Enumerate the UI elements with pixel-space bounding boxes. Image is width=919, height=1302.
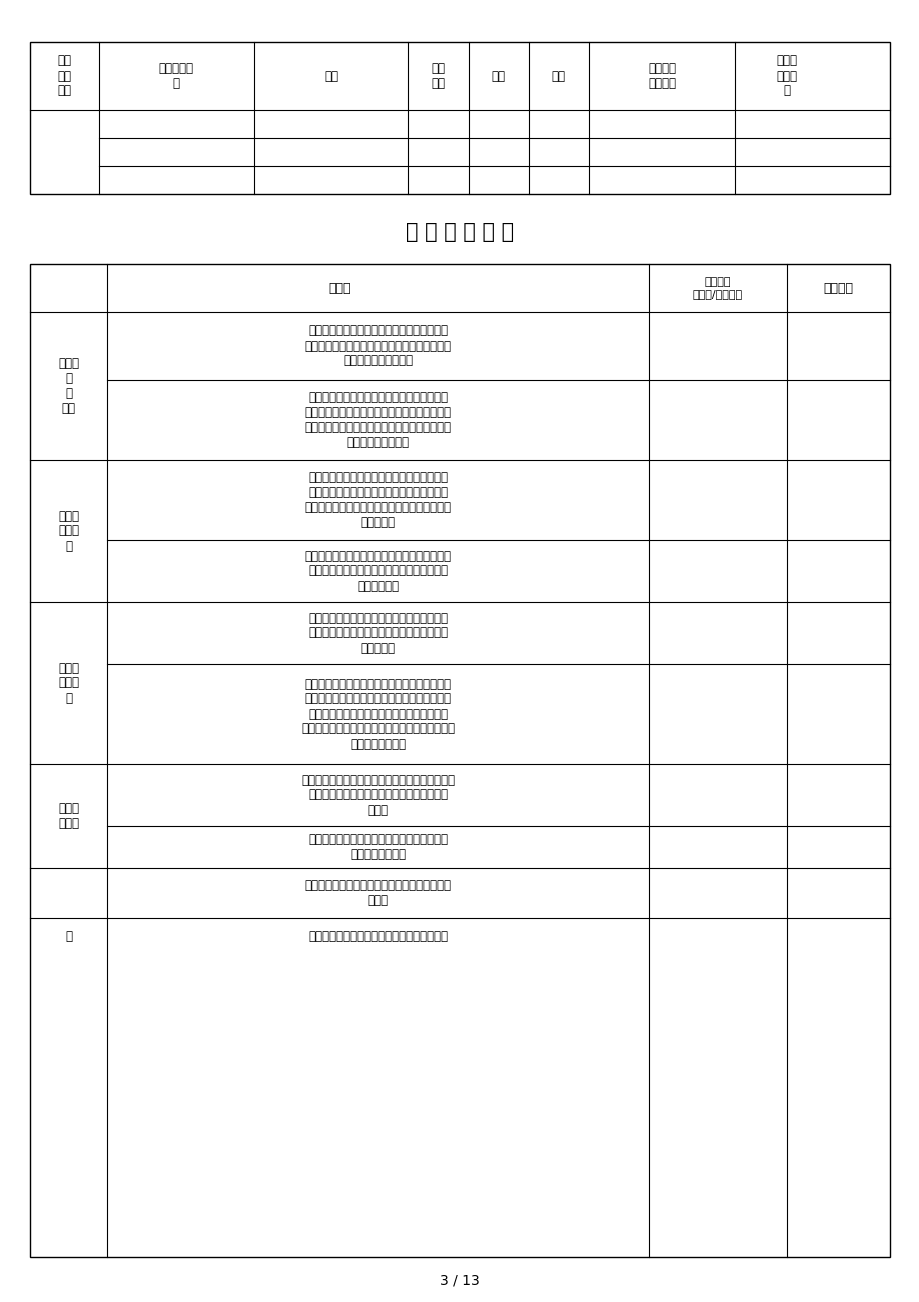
Text: 是否选用合格的消防产品和满足防火性能要求: 是否选用合格的消防产品和满足防火性能要求 xyxy=(308,931,448,944)
Text: 结构: 结构 xyxy=(323,69,337,82)
Text: 是否依法中请建设工程消防设计审核、消防验收，
依法办理消防设计和竣工验收备案手续并接受
抽查：: 是否依法中请建设工程消防设计审核、消防验收， 依法办理消防设计和竣工验收备案手续… xyxy=(301,773,455,816)
Text: 监理单
位验收
容: 监理单 位验收 容 xyxy=(58,661,79,704)
Text: 容: 容 xyxy=(65,931,72,944)
Text: 存在问题: 存在问题 xyxy=(823,281,853,294)
Text: 建筑面积
（储量）: 建筑面积 （储量） xyxy=(647,62,675,90)
Text: 施工单
位验收
容: 施工单 位验收 容 xyxy=(58,509,79,552)
Text: 高度: 高度 xyxy=(491,69,505,82)
Text: 耗火
等级: 耗火 等级 xyxy=(431,62,445,90)
Text: 在消防产品和有防火性能要求的建筑构件、建筑
材料、室装修装饰材料施工、安装前，是否核查
产品质量证明文件并明确搞换不合格的消防产
品和防火性能不符合要求的构筑构: 在消防产品和有防火性能要求的建筑构件、建筑 材料、室装修装饰材料施工、安装前，是… xyxy=(301,677,455,750)
Bar xyxy=(30,42,889,194)
Text: 在设计中是否选用消防产品和有防火性能要求
的建筑构件、建筑材料、室装修装饰材料，是否
注明规格、性能等技术指标，其质量要否符合国
家标准或者行业标准: 在设计中是否选用消防产品和有防火性能要求 的建筑构件、建筑材料、室装修装饰材料，… xyxy=(304,391,451,449)
Text: 是否按照国家工程建设消防技术标准和经消防
设计审核合格或者备案的消防设计文件实施施
工程监理：: 是否按照国家工程建设消防技术标准和经消防 设计审核合格或者备案的消防设计文件实施… xyxy=(308,612,448,655)
Text: 工程项目名
称: 工程项目名 称 xyxy=(158,62,194,90)
Bar xyxy=(30,264,889,1256)
Text: 层数: 层数 xyxy=(551,69,565,82)
Text: 建设单
位验收: 建设单 位验收 xyxy=(58,802,79,829)
Text: 竣 工 验 收 情 况: 竣 工 验 收 情 况 xyxy=(405,223,514,242)
Text: 3 / 13: 3 / 13 xyxy=(439,1273,480,1286)
Text: 工程
基本
情况: 工程 基本 情况 xyxy=(57,55,72,98)
Text: 是否实行工程监理的建设工程并将消防施工质
量一并委托监理：: 是否实行工程监理的建设工程并将消防施工质 量一并委托监理： xyxy=(308,833,448,861)
Text: 工程是否按照消防法规和国家工程建设消防技
术标准进行消防设计，是否违反国家工程建设消
防技术标准强制性要求: 工程是否按照消防法规和国家工程建设消防技 术标准进行消防设计，是否违反国家工程建… xyxy=(304,324,451,367)
Text: 消防产品和有防火性能要求的建筑构件、建筑材
料与室装修装饰材料的质量是否符合相关规定
或检测报告：: 消防产品和有防火性能要求的建筑构件、建筑材 料与室装修装饰材料的质量是否符合相关… xyxy=(304,549,451,592)
Text: 设计单
位
验
收容: 设计单 位 验 收容 xyxy=(58,357,79,415)
Text: 是否选用具有国家规定资质等级的消防设计、施
工单位: 是否选用具有国家规定资质等级的消防设计、施 工单位 xyxy=(304,879,451,907)
Text: 验收结论
（合格/不合格）: 验收结论 （合格/不合格） xyxy=(692,277,743,298)
Text: 火灾危
险性类
别: 火灾危 险性类 别 xyxy=(776,55,797,98)
Text: 验收容: 验收容 xyxy=(328,281,350,294)
Text: 是否按照国家工程建设消防技术标准和经消防
设计审核合格或者备案的消防设计文件组织施
工，是否擅自改变消防设计进行施工，降低消防
施工质量：: 是否按照国家工程建设消防技术标准和经消防 设计审核合格或者备案的消防设计文件组织… xyxy=(304,471,451,529)
